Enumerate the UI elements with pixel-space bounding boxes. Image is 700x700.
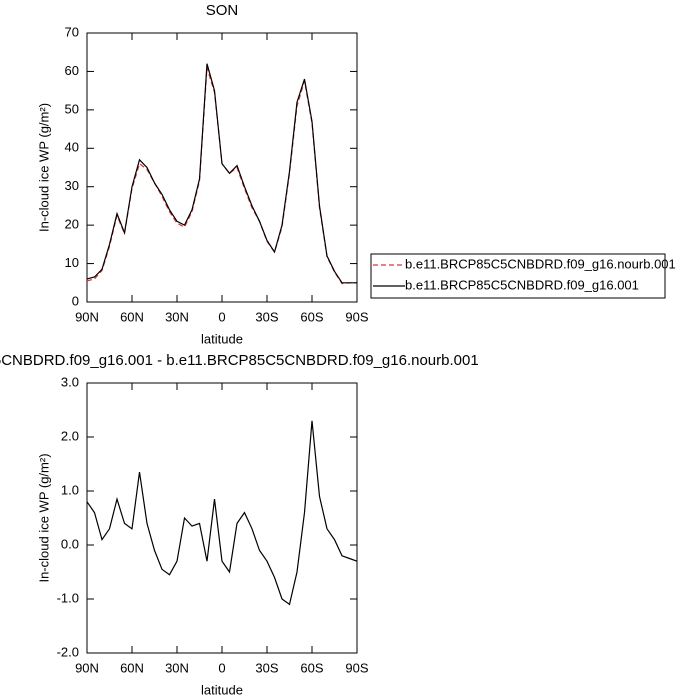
x-tick-label: 90N [75, 309, 99, 324]
x-axis-label: latitude [201, 331, 243, 346]
x-tick-label: 30S [255, 660, 278, 675]
y-tick-label: 1.0 [61, 482, 79, 497]
y-tick-label: 50 [65, 101, 79, 116]
y-axis-label: In-cloud ice WP (g/m²) [36, 103, 51, 232]
x-tick-label: 0 [218, 309, 225, 324]
y-tick-label: 70 [65, 24, 79, 39]
y-tick-label: 10 [65, 255, 79, 270]
chart-title: 85C5CNBDRD.f09_g16.001 - b.e11.BRCP85C5C… [0, 352, 479, 369]
x-tick-label: 0 [218, 660, 225, 675]
y-tick-label: 3.0 [61, 374, 79, 389]
y-tick-label: 30 [65, 178, 79, 193]
plot-frame [86, 382, 358, 654]
x-tick-label: 30S [255, 309, 278, 324]
y-axis-label: In-cloud ice WP (g/m²) [36, 453, 51, 582]
y-tick-label: 2.0 [61, 428, 79, 443]
chart-title: SON [206, 2, 239, 19]
y-tick-label: 0 [72, 293, 79, 308]
y-tick-label: 40 [65, 140, 79, 155]
legend-box [370, 253, 666, 299]
x-tick-label: 60S [300, 309, 323, 324]
x-tick-label: 90N [75, 660, 99, 675]
legend-label: b.e11.BRCP85C5CNBDRD.f09_g16.001 [405, 277, 639, 292]
y-tick-label: -2.0 [57, 644, 79, 659]
x-tick-label: 60N [120, 309, 144, 324]
x-tick-label: 30N [165, 660, 189, 675]
plot-frame [86, 32, 358, 303]
series-line [86, 420, 358, 606]
legend-label: b.e11.BRCP85C5CNBDRD.f09_g16.nourb.001 [405, 256, 676, 271]
x-tick-label: 90S [345, 660, 368, 675]
y-tick-label: 60 [65, 63, 79, 78]
x-tick-label: 60N [120, 660, 144, 675]
y-tick-label: 0.0 [61, 536, 79, 551]
y-tick-label: 20 [65, 217, 79, 232]
y-tick-label: -1.0 [57, 590, 79, 605]
x-tick-label: 30N [165, 309, 189, 324]
x-tick-label: 90S [345, 309, 368, 324]
x-tick-label: 60S [300, 660, 323, 675]
series-line [86, 63, 357, 284]
x-axis-label: latitude [201, 682, 243, 697]
